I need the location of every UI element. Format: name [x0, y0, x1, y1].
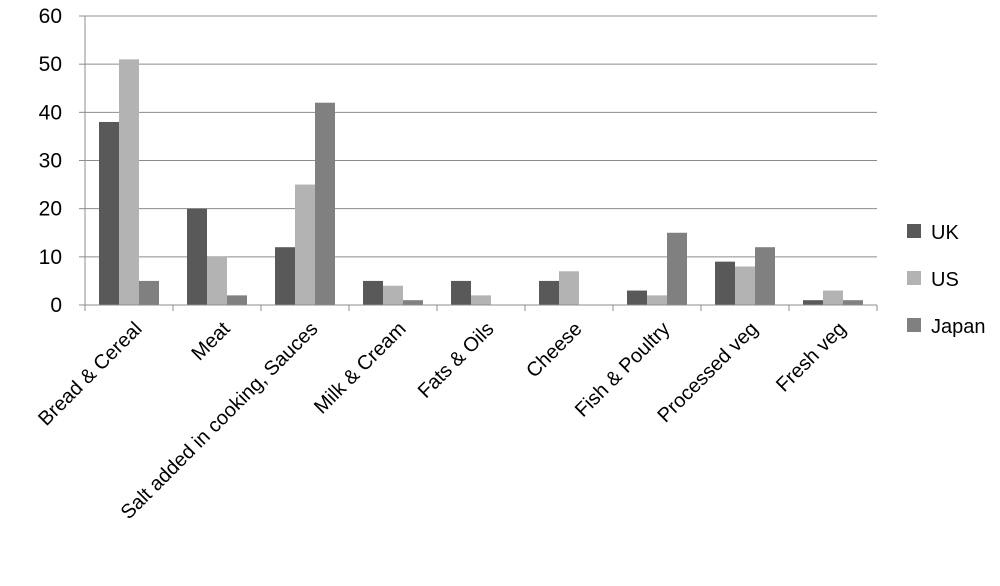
bar-uk-9: [803, 300, 823, 305]
y-tick-label: 30: [39, 150, 62, 173]
bar-uk-1: [99, 121, 119, 305]
bar-us-9: [823, 290, 843, 305]
y-tick-labels: 0 10 20 30 40 50 60: [39, 5, 62, 317]
bar-uk-6: [539, 280, 559, 305]
bar-uk-2: [187, 208, 207, 305]
gridlines: [85, 15, 877, 258]
bar-us-6: [559, 271, 579, 305]
bar-us-1: [119, 59, 139, 305]
x-tick-label: Fats & Oils: [414, 318, 499, 403]
y-tick-label: 40: [39, 101, 62, 124]
legend: UK US Japan: [907, 222, 986, 338]
y-tick-label: 60: [39, 5, 62, 28]
bar-japan-4: [403, 300, 423, 305]
x-tick-label: Cheese: [522, 318, 586, 382]
bar-uk-7: [627, 290, 647, 305]
x-tick-label: Meat: [188, 318, 235, 365]
bar-japan-9: [843, 300, 863, 305]
bar-japan-3: [315, 102, 335, 305]
bar-uk-3: [275, 247, 295, 305]
legend-label-uk: UK: [931, 222, 959, 244]
bar-uk-5: [451, 280, 471, 305]
bar-us-3: [295, 184, 315, 305]
y-tick-label: 20: [39, 198, 62, 221]
bar-us-2: [207, 256, 227, 305]
axes: [79, 15, 878, 311]
bar-us-4: [383, 285, 403, 305]
y-tick-label: 10: [39, 246, 62, 269]
bar-japan-1: [139, 280, 159, 305]
y-tick-label: 0: [50, 294, 62, 317]
bar-uk-8: [715, 261, 735, 305]
legend-swatch-us: [907, 271, 921, 285]
bars: [99, 59, 863, 305]
x-tick-label: Fresh veg: [772, 318, 850, 396]
bar-uk-4: [363, 280, 383, 305]
bar-us-5: [471, 295, 491, 305]
x-tick-label: Milk & Cream: [310, 318, 410, 418]
bar-us-7: [647, 295, 667, 305]
legend-swatch-uk: [907, 224, 921, 238]
legend-swatch-japan: [907, 318, 921, 332]
bar-japan-8: [755, 247, 775, 305]
bar-us-8: [735, 266, 755, 305]
legend-label-us: US: [931, 269, 959, 291]
x-tick-label: Salt added in cooking, Sauces: [117, 318, 323, 524]
bar-japan-2: [227, 295, 247, 305]
x-tick-label: Bread & Cereal: [34, 318, 146, 430]
legend-label-japan: Japan: [931, 316, 986, 338]
y-tick-label: 50: [39, 53, 62, 76]
bar-japan-7: [667, 232, 687, 305]
